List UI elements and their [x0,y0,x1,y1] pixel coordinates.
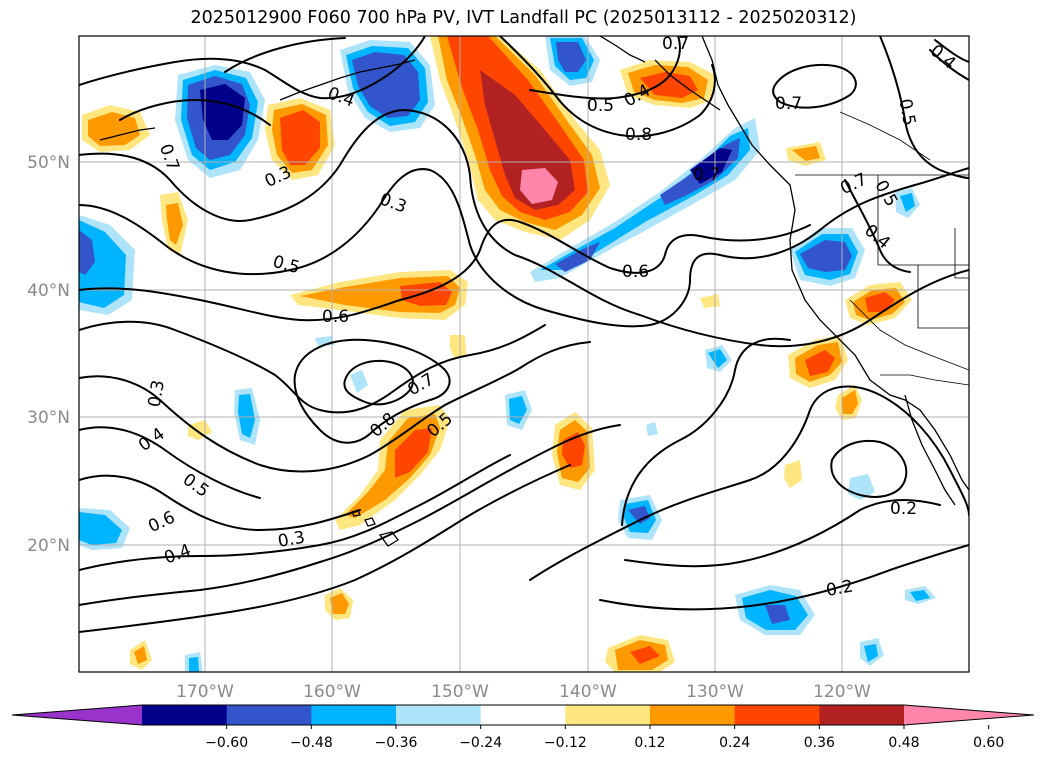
colorbar-segment [396,705,482,725]
lat-label: 20°N [27,536,70,556]
colorbar-extend-low [12,705,142,725]
contour-label: 0.2 [890,499,917,519]
pv-contours [79,36,969,633]
lon-label: 140°W [559,682,617,702]
colorbar-tick-label: 0.48 [888,735,919,751]
longitude-labels: 170°W 160°W 150°W 140°W 130°W 120°W [176,682,871,702]
map-title: 2025012900 F060 700 hPa PV, IVT Landfall… [190,8,857,28]
lon-label: 160°W [303,682,361,702]
contour-label: 0.5 [587,96,614,116]
colorbar: −0.60 −0.48 −0.36 −0.24 −0.12 0.12 0.24 0.36 0.4… [11,704,1035,751]
contour-label: 0.5 [895,97,919,127]
map-frame [78,35,970,673]
lat-label: 50°N [27,153,70,173]
colorbar-segment [142,705,228,725]
colorbar-segment [819,705,905,725]
colorbar-segment [650,705,736,725]
colorbar-segment [565,705,651,725]
latitude-labels: 50°N 40°N 30°N 20°N [27,153,70,556]
colorbar-tick-label: 0.12 [634,735,665,751]
colorbar-segment [734,705,820,725]
contour-label: 0.7 [775,94,802,114]
colorbar-tick-label: 0.24 [719,735,750,751]
contour-label: 0.8 [625,125,652,145]
contour-label: 0.6 [622,262,649,282]
lon-label: 120°W [813,682,871,702]
colorbar-segment [226,705,312,725]
colorbar-segment [311,705,397,725]
graticule [79,36,969,672]
lon-label: 150°W [431,682,489,702]
borders [795,111,969,386]
lat-label: 40°N [27,281,70,301]
contour-label: 0.7 [662,34,689,54]
colorbar-tick-label: −0.36 [375,735,418,751]
colorbar-tick-label: −0.48 [290,735,333,751]
colorbar-tick-label: 0.36 [804,735,835,751]
colorbar-tick-label: −0.24 [459,735,502,751]
contour-label: 0.3 [276,528,306,552]
contour-label: 0.7 [693,165,720,185]
lon-label: 170°W [176,682,234,702]
colorbar-tick-label: 0.60 [973,735,1004,751]
contour-label: 0.3 [145,379,169,409]
contour-label: 0.2 [825,577,855,601]
colorbar-segment [480,705,566,725]
pv-anomaly-shading [79,36,936,672]
colorbar-extend-high [904,705,1034,725]
lon-label: 130°W [686,682,744,702]
colorbar-tick-label: −0.12 [544,735,587,751]
colorbar-outline [11,704,1035,726]
colorbar-tick-label: −0.60 [205,735,248,751]
lat-label: 30°N [27,408,70,428]
contour-label: 0.6 [322,307,349,327]
